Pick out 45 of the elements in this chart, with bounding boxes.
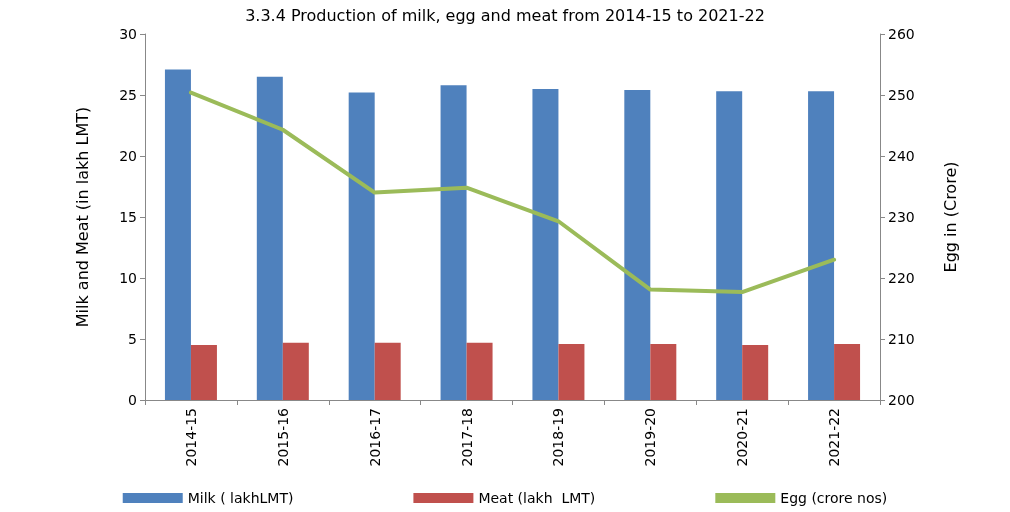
y2-tick-label: 200 <box>888 392 915 408</box>
bar <box>164 69 191 400</box>
line-series <box>188 90 837 295</box>
y-tick-label: 25 <box>119 87 137 103</box>
y2-tick-label: 250 <box>888 87 915 103</box>
bar <box>624 90 651 400</box>
bar <box>834 343 861 400</box>
bar <box>532 88 559 400</box>
x-tick-label: 2015-16 <box>274 407 291 467</box>
x-tick-label: 2014-15 <box>182 408 199 467</box>
bar <box>374 342 401 400</box>
y2-tick-label: 260 <box>888 26 915 42</box>
bar <box>348 92 375 400</box>
y2-tick-label: 240 <box>888 148 915 164</box>
y-tick-label: 5 <box>128 331 137 347</box>
legend-label: Meat (lakh LMT) <box>478 490 596 506</box>
x-tick-label: 2021-22 <box>826 408 843 467</box>
legend-label: Egg (crore nos) <box>780 490 888 506</box>
x-tick-label: 2017-18 <box>458 408 475 467</box>
bar <box>190 345 217 400</box>
y-tick-label: 15 <box>119 209 137 225</box>
x-tick-label: 2019-20 <box>642 408 659 467</box>
x-tick-label: 2018-19 <box>550 408 567 467</box>
legend-label: Milk ( lakhLMT) <box>187 490 294 506</box>
bar <box>716 91 743 400</box>
bar <box>558 343 585 400</box>
x-tick-label: 2016-17 <box>366 408 383 467</box>
chart-title: 3.3.4 Production of milk, egg and meat from 2014-15 to 2021-22 <box>245 5 765 25</box>
y-tick-label: 10 <box>119 270 137 286</box>
y2-tick-label: 230 <box>888 209 915 225</box>
x-tick-label: 2020-21 <box>734 408 751 467</box>
y-tick-label: 0 <box>128 392 137 408</box>
bar <box>256 76 283 400</box>
bar <box>742 345 769 400</box>
bar <box>808 91 835 400</box>
bar <box>282 342 309 400</box>
bar <box>440 85 467 400</box>
bar <box>466 342 493 400</box>
y2-tick-label: 210 <box>888 331 915 347</box>
y2-tick-label: 220 <box>888 270 915 286</box>
y2-axis-title: Egg in (Crore) <box>940 161 960 273</box>
bar <box>650 343 677 400</box>
y-tick-label: 30 <box>119 26 137 42</box>
y-tick-label: 20 <box>119 148 137 164</box>
y-axis-title: Milk and Meat (in lakh LMT) <box>72 106 92 328</box>
